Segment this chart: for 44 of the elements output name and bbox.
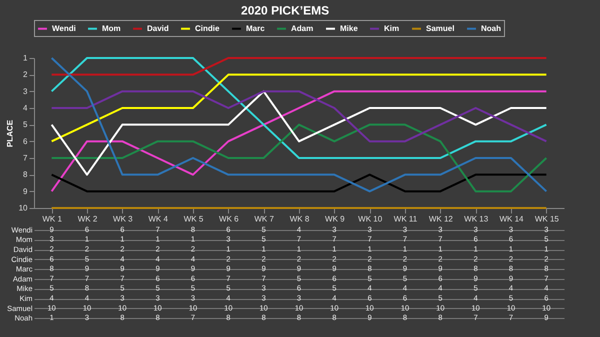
legend-label: Kim: [384, 24, 400, 33]
x-tick-label: WK 14: [499, 214, 524, 224]
y-tick-label: 8: [23, 170, 28, 180]
line-series: [50, 90, 548, 142]
legend-label: Cindie: [195, 24, 220, 33]
x-tick-label: WK 2: [78, 214, 98, 224]
chart-title: 2020 PICK’EMS: [241, 4, 330, 18]
x-tick-label: WK 1: [42, 214, 62, 224]
line-series: [50, 57, 548, 192]
line-series: [50, 124, 548, 192]
x-tick-label: WK 10: [358, 214, 383, 224]
y-tick-label: 3: [23, 86, 28, 96]
legend-label: Mom: [102, 24, 121, 33]
y-tick-label: 4: [23, 104, 28, 112]
x-tick-label: WK 9: [325, 214, 346, 224]
x-tick-label: WK 3: [113, 214, 134, 224]
line-series: [50, 57, 548, 159]
legend-label: Wendi: [52, 24, 76, 33]
legend-label: Noah: [481, 24, 502, 33]
x-tick-label: WK 4: [148, 214, 168, 224]
x-tick-label: WK 11: [394, 214, 418, 224]
x-tick-label: WK 13: [464, 214, 489, 224]
line-series: [50, 74, 548, 142]
x-tick-label: WK 12: [428, 214, 454, 224]
y-tick-label: 6: [23, 136, 28, 146]
line-series: [50, 90, 548, 176]
x-tick-label: WK 15: [534, 214, 560, 224]
y-axis-title: PLACE: [6, 119, 15, 148]
legend-label: Adam: [291, 24, 314, 33]
legend-label: David: [147, 24, 169, 33]
x-tick-label: WK 8: [290, 214, 310, 224]
y-tick-label: 7: [23, 154, 28, 162]
x-tick-label: WK 5: [184, 214, 204, 224]
y-tick-label: 10: [18, 204, 28, 212]
y-tick-label: 9: [23, 186, 28, 196]
legend-label: Samuel: [426, 24, 454, 33]
x-tick-label: WK 7: [254, 214, 274, 224]
x-tick-label: WK 6: [219, 214, 240, 224]
legend-label: Marc: [246, 24, 266, 33]
y-tick-label: 1: [23, 54, 28, 62]
line-series: [50, 90, 548, 192]
y-tick-label: 2: [23, 70, 28, 80]
y-tick-label: 5: [23, 120, 28, 130]
legend-label: Mike: [340, 24, 358, 33]
